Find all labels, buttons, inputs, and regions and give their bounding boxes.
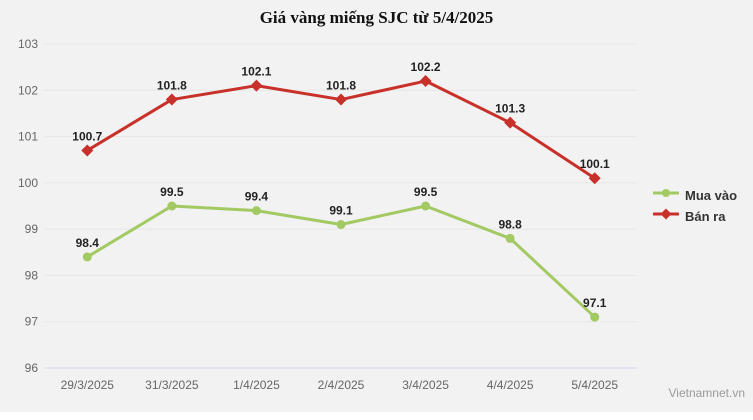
diamond-marker-icon bbox=[504, 116, 517, 129]
y-tick-label: 103 bbox=[18, 37, 38, 51]
circle-marker-icon bbox=[505, 233, 515, 243]
chart-title: Giá vàng miếng SJC từ 5/4/2025 bbox=[259, 8, 494, 27]
legend-label-ban-ra: Bán ra bbox=[685, 208, 726, 224]
watermark: Vietnamnet.vn bbox=[668, 386, 746, 400]
diamond-marker-icon bbox=[335, 93, 347, 106]
data-label: 99.5 bbox=[160, 185, 184, 199]
data-label: 101.8 bbox=[326, 79, 356, 93]
data-label: 98.8 bbox=[498, 217, 522, 231]
circle-marker-icon bbox=[167, 201, 177, 211]
y-tick-label: 97 bbox=[25, 315, 39, 329]
legend-item-mua-vao[interactable]: Mua vào bbox=[652, 186, 738, 204]
legend: Mua vào Bán ra bbox=[652, 186, 738, 225]
data-label: 102.1 bbox=[241, 65, 271, 79]
diamond-marker-icon bbox=[419, 75, 432, 88]
x-tick-label: 2/4/2025 bbox=[318, 378, 365, 392]
x-tick-label: 4/4/2025 bbox=[487, 378, 534, 392]
y-tick-label: 100 bbox=[18, 176, 38, 190]
diamond-marker-icon bbox=[660, 208, 672, 220]
diamond-marker-icon bbox=[165, 93, 178, 106]
y-tick-label: 102 bbox=[18, 83, 38, 97]
circle-marker-icon bbox=[421, 201, 431, 211]
circle-marker-icon bbox=[590, 312, 600, 322]
series-mua-vào: 98.4 99.5 99.4 99.1 99.5 98.8 97.1 bbox=[76, 185, 607, 322]
data-label: 99.5 bbox=[414, 185, 438, 199]
x-tick-label: 3/4/2025 bbox=[402, 378, 449, 392]
diamond-marker-icon bbox=[588, 172, 601, 185]
series-bán-ra: 100.7 101.8 102.1 101.8 102.2 101.3 100.1 bbox=[72, 60, 610, 185]
diamond-marker-icon bbox=[652, 207, 680, 225]
x-tick-label: 31/3/2025 bbox=[145, 378, 199, 392]
y-tick-label: 96 bbox=[25, 361, 39, 375]
x-tick-label: 5/4/2025 bbox=[571, 378, 618, 392]
circle-marker-icon bbox=[652, 186, 680, 204]
diamond-marker-icon bbox=[250, 79, 263, 92]
circle-marker-icon bbox=[82, 252, 92, 262]
data-label: 98.4 bbox=[76, 236, 100, 250]
y-tick-label: 99 bbox=[25, 222, 39, 236]
x-tick-label: 1/4/2025 bbox=[233, 378, 280, 392]
data-label: 101.3 bbox=[495, 102, 525, 116]
data-label: 100.7 bbox=[72, 129, 102, 143]
circle-marker-icon bbox=[662, 189, 670, 197]
data-label: 102.2 bbox=[411, 60, 441, 74]
data-label: 101.8 bbox=[157, 79, 187, 93]
circle-marker-icon bbox=[336, 220, 346, 230]
data-label: 100.1 bbox=[580, 157, 610, 171]
y-tick-label: 98 bbox=[25, 268, 39, 282]
diamond-marker-icon bbox=[81, 144, 94, 157]
y-tick-label: 101 bbox=[18, 130, 38, 144]
circle-marker-icon bbox=[251, 206, 261, 216]
x-tick-label: 29/3/2025 bbox=[61, 378, 115, 392]
legend-item-ban-ra[interactable]: Bán ra bbox=[652, 207, 737, 225]
data-label: 97.1 bbox=[583, 296, 607, 310]
data-label: 99.1 bbox=[329, 204, 353, 218]
data-label: 99.4 bbox=[245, 190, 269, 204]
legend-label-mua-vao: Mua vào bbox=[685, 187, 738, 203]
